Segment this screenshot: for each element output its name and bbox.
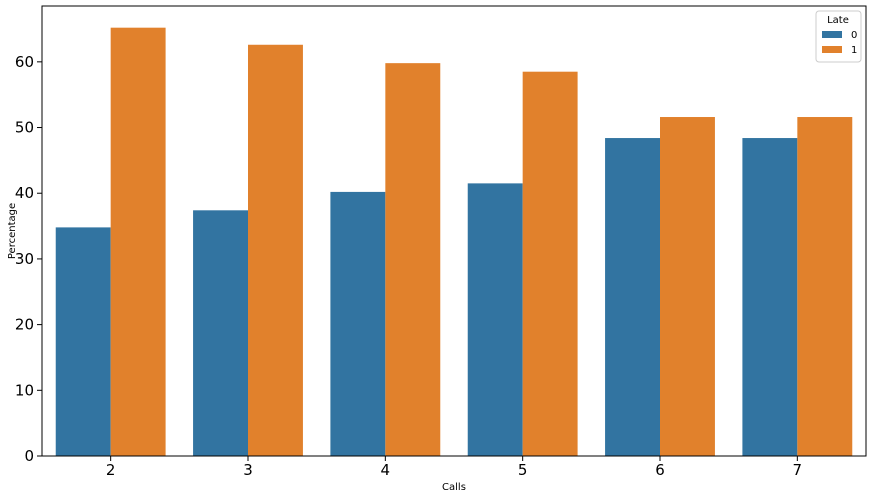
y-tick-label: 40 (15, 184, 34, 202)
bar-late-1-calls-2 (110, 27, 166, 456)
x-tick-label: 2 (106, 461, 116, 479)
y-tick-label: 20 (15, 316, 34, 334)
legend-swatch-0 (822, 31, 842, 38)
bar-late-1-calls-3 (248, 44, 303, 456)
bars-group (55, 27, 853, 457)
x-tick-label: 6 (655, 461, 665, 479)
legend-label-0: 0 (851, 30, 857, 41)
x-axis-label: Calls (442, 482, 466, 493)
legend-label-1: 1 (851, 45, 857, 56)
bar-late-0-calls-7 (742, 138, 798, 456)
bar-late-0-calls-4 (330, 191, 386, 456)
legend-title: Late (827, 15, 849, 26)
y-tick-label: 60 (15, 53, 34, 71)
bar-late-1-calls-5 (522, 71, 578, 457)
bar-late-1-calls-6 (660, 117, 715, 456)
y-axis-ticks: 0 10 20 30 40 50 60 (15, 53, 42, 465)
x-tick-label: 4 (381, 461, 391, 479)
bar-late-0-calls-6 (605, 138, 660, 456)
bar-late-0-calls-2 (55, 227, 111, 456)
legend-swatch-1 (822, 46, 842, 53)
bar-late-1-calls-7 (797, 117, 853, 456)
y-tick-label: 10 (15, 381, 34, 399)
y-tick-label: 50 (15, 119, 34, 137)
plot-frame (41, 5, 867, 457)
x-tick-label: 3 (243, 461, 253, 479)
y-tick-label: 30 (15, 250, 34, 268)
x-tick-label: 7 (793, 461, 803, 479)
x-tick-label: 5 (518, 461, 528, 479)
bar-late-1-calls-4 (385, 63, 441, 456)
y-axis-label: Percentage (7, 203, 18, 259)
x-axis-ticks: 2 3 4 5 6 7 (106, 456, 802, 479)
bar-late-0-calls-5 (467, 183, 523, 457)
y-tick-label: 0 (24, 447, 34, 465)
bar-late-0-calls-3 (193, 210, 248, 456)
legend: Late 0 1 (815, 10, 862, 63)
